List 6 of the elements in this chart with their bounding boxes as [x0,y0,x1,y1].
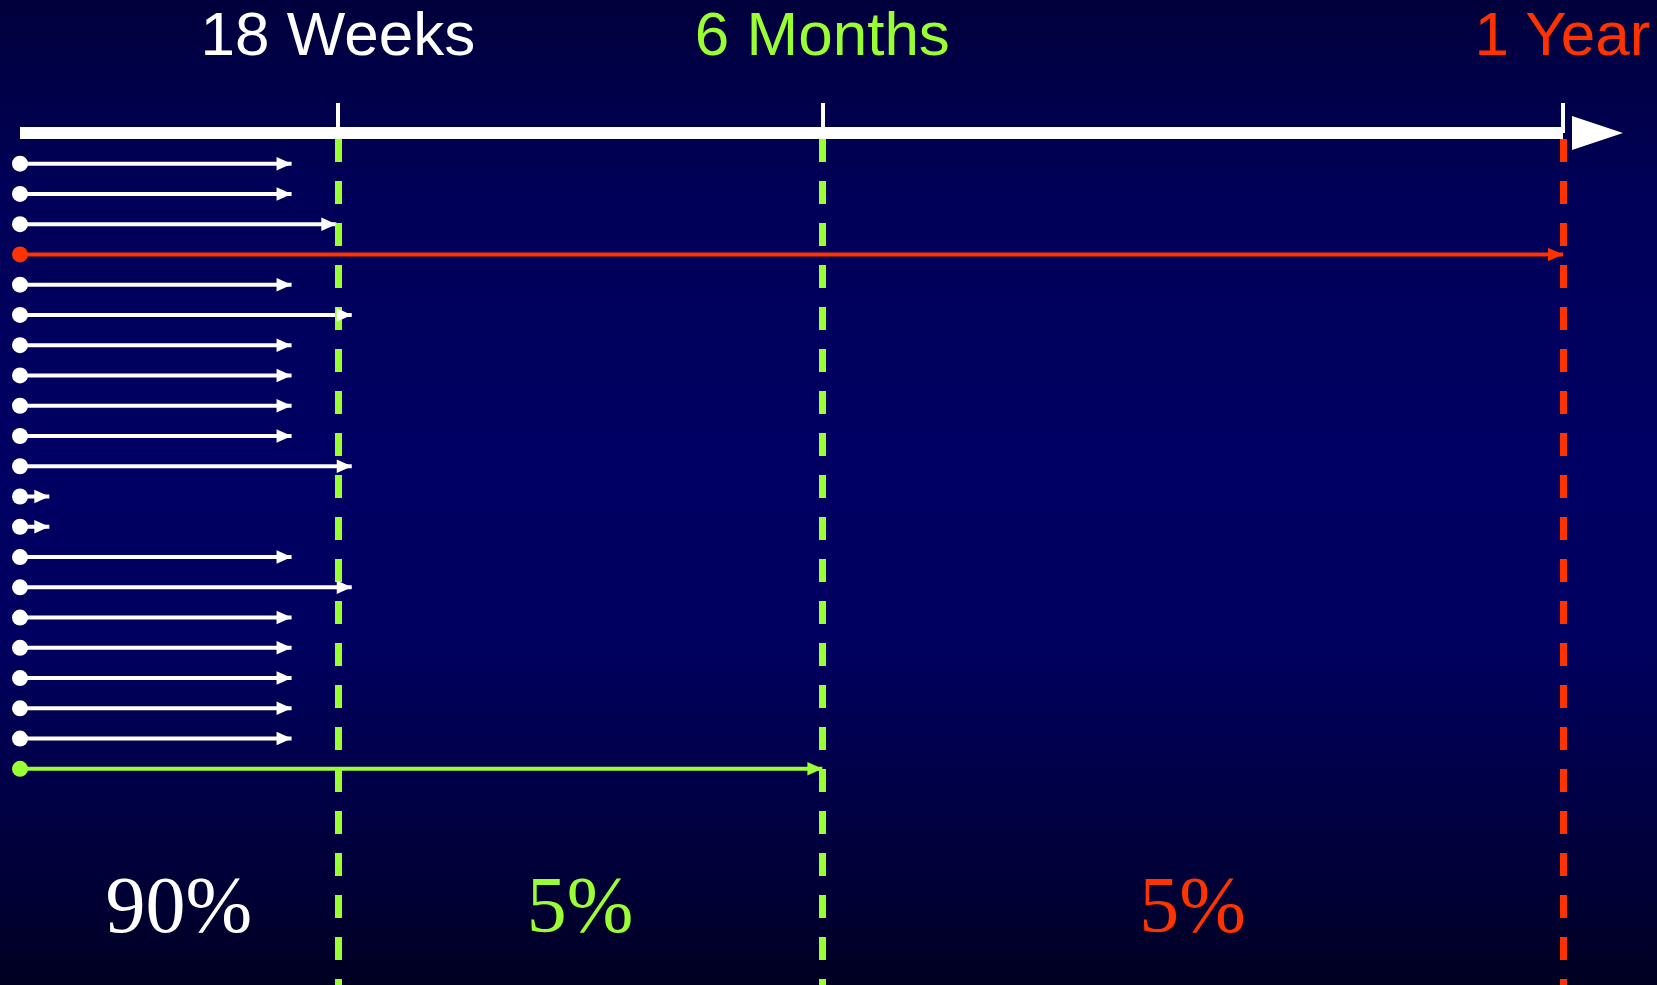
text: 5% [526,861,634,949]
ref-line-label: 18 Weeks [200,0,476,68]
ref-line-label: 1 Year [1474,0,1651,68]
ref-line-label: 6 Months [694,0,950,68]
text: 90% [105,861,253,949]
text: 5% [1139,861,1246,949]
